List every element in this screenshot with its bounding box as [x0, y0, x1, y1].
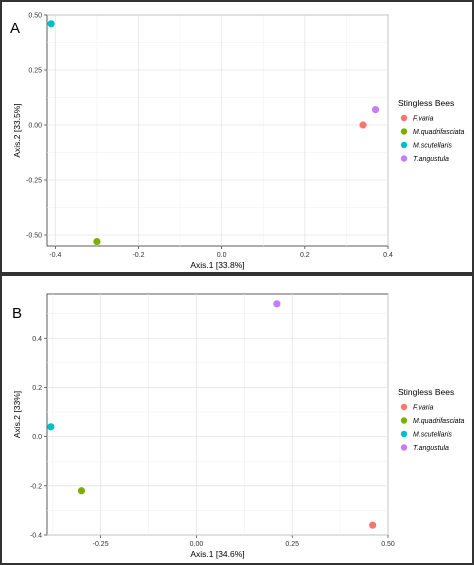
legend-item-label: M.quadrifasciata [413, 418, 464, 425]
point-f-varia [359, 121, 367, 129]
x-tick-label: -0.2 [132, 252, 144, 259]
point-m-quadrifasciata [77, 487, 86, 495]
legend-item-label: M.scutellaris [413, 432, 452, 439]
y-tick-label: -0.25 [26, 178, 42, 185]
x-axis-label: Axis.1 [33.8%] [190, 260, 244, 270]
legend-item-label: F.varia [413, 116, 434, 123]
panel-a: A -0.4 -0.2 0.0 0.2 0.4 0.50 0.25 0.00 -0.25 -0.50… [10, 13, 464, 271]
point-m-quadrifasciata [93, 238, 101, 246]
y-axis-label: Axis.2 [33%] [12, 391, 22, 438]
point-m-scutellaris [47, 20, 55, 28]
x-tick-label: 0.00 [190, 541, 204, 548]
y-tick-label: 0.4 [32, 336, 42, 343]
y-tick-label: -0.4 [30, 533, 42, 540]
legend-swatch [400, 444, 408, 451]
legend-swatch [400, 430, 408, 438]
legend-title: Stingless Bees [398, 387, 454, 397]
y-tick-label: 0.0 [32, 434, 42, 441]
x-tick-label: -0.4 [49, 252, 61, 259]
panel-label: B [12, 305, 22, 322]
y-axis-label: Axis.2 [33.5%] [12, 103, 22, 157]
x-tick-label: 0.2 [300, 252, 310, 259]
legend-swatch [400, 128, 408, 135]
legend-item-label: F.varia [413, 405, 434, 412]
point-m-scutellaris [47, 423, 55, 431]
x-tick-label: 0.25 [285, 541, 299, 548]
x-tick-label: 0.0 [217, 252, 227, 259]
point-f-varia [369, 521, 377, 529]
point-t-angustula [371, 106, 380, 114]
legend-swatch [400, 155, 408, 162]
y-tick-label: -0.2 [30, 483, 42, 490]
y-tick-label: 0.50 [28, 13, 42, 20]
x-axis-label: Axis.1 [34.6%] [190, 549, 244, 559]
y-tick-label: 0.2 [32, 385, 42, 392]
legend-swatch [400, 141, 408, 149]
y-tick-label: 0.00 [28, 123, 42, 130]
plot-area [46, 293, 389, 536]
panel-b: B -0.25 0.00 0.25 0.50 0.4 0.2 0.0 -0.2 -0.4 Axis.… [12, 293, 464, 559]
legend-item-label: T.angustula [413, 445, 449, 452]
point-t-angustula [273, 300, 281, 308]
y-tick-label: 0.25 [28, 68, 42, 75]
legend-item-label: T.angustula [413, 156, 449, 163]
legend-item-label: M.scutellaris [413, 143, 452, 150]
legend-title: Stingless Bees [398, 98, 454, 108]
panel-label: A [10, 20, 20, 37]
x-tick-label: 0.50 [381, 541, 395, 548]
plot-area [46, 14, 389, 247]
x-tick-label: 0.4 [383, 252, 393, 259]
x-tick-label: -0.25 [93, 541, 109, 548]
legend-item-label: M.quadrifasciata [413, 129, 464, 136]
legend-swatch [400, 114, 408, 122]
y-tick-label: -0.50 [26, 233, 42, 240]
legend-swatch [400, 403, 408, 411]
legend-swatch [400, 417, 408, 424]
